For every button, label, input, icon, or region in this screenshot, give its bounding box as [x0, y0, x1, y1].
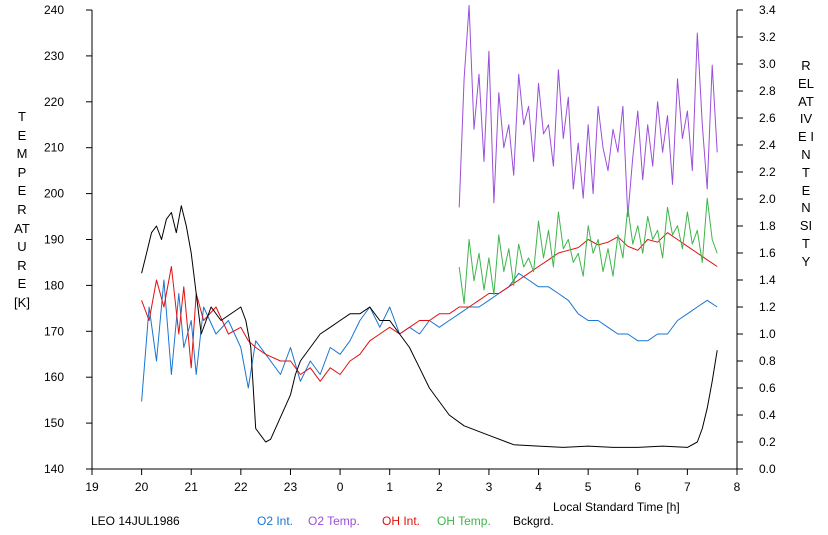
- x-tick-label: 4: [535, 480, 542, 494]
- y-left-tick-label: 230: [44, 49, 64, 63]
- left-axis-label: TEMPERATURE: [14, 109, 30, 292]
- o2-int-line: [141, 272, 718, 402]
- y-right-tick-label: 2.4: [759, 138, 776, 152]
- oh-temp-line: [458, 197, 718, 305]
- y-right-tick-label: 1.2: [759, 300, 776, 314]
- y-right-tick-label: 3.4: [759, 3, 776, 17]
- left-axis-unit: [K]: [14, 295, 30, 310]
- legend-oh-temp: OH Temp.: [437, 514, 491, 528]
- tick-labels: 19 20 21 22 23 0 1 2 3 4 5 6 7 8140150160170180190200…: [44, 3, 776, 494]
- y-right-tick-label: 0.6: [759, 381, 776, 395]
- legend-bckgrd: Bckgrd.: [513, 514, 554, 528]
- axes: [86, 9, 743, 475]
- y-left-tick-label: 200: [44, 187, 64, 201]
- o2-temp-line: [458, 4, 718, 217]
- x-tick-label: 2: [436, 480, 443, 494]
- legend-o2-int: O2 Int.: [257, 514, 294, 528]
- y-left-tick-label: 180: [44, 278, 64, 292]
- x-tick-label: 0: [337, 480, 344, 494]
- x-tick-label: 5: [585, 480, 592, 494]
- y-right-tick-label: 3.2: [759, 30, 776, 44]
- y-right-tick-label: 1.6: [759, 246, 776, 260]
- footer-title: LEO 14JUL1986: [91, 514, 180, 528]
- y-right-tick-label: 2.6: [759, 111, 776, 125]
- x-tick-label: 1: [386, 480, 393, 494]
- y-right-tick-label: 0.4: [759, 408, 776, 422]
- x-tick-label: 8: [734, 480, 741, 494]
- legend-o2-temp: O2 Temp.: [308, 514, 360, 528]
- x-tick-label: 21: [185, 480, 199, 494]
- bckgrd-line: [141, 205, 718, 448]
- y-left-tick-label: 140: [44, 462, 64, 476]
- y-right-tick-label: 1.0: [759, 327, 776, 341]
- y-right-tick-label: 0.2: [759, 435, 776, 449]
- x-tick-label: 19: [85, 480, 99, 494]
- y-left-tick-label: 150: [44, 416, 64, 430]
- legend-oh-int: OH Int.: [382, 514, 421, 528]
- x-tick-label: 3: [486, 480, 493, 494]
- y-left-tick-label: 160: [44, 370, 64, 384]
- x-tick-label: 7: [684, 480, 691, 494]
- right-axis-label: RELATIVE INTENSITY: [798, 58, 814, 269]
- x-tick-label: 20: [135, 480, 149, 494]
- y-right-tick-label: 1.4: [759, 273, 776, 287]
- y-right-tick-label: 3.0: [759, 57, 776, 71]
- oh-int-line: [141, 232, 718, 382]
- x-tick-label: 22: [234, 480, 248, 494]
- y-right-tick-label: 2.2: [759, 165, 776, 179]
- y-left-tick-label: 190: [44, 233, 64, 247]
- x-tick-label: 23: [284, 480, 298, 494]
- y-left-tick-label: 240: [44, 3, 64, 17]
- y-right-tick-label: 0.8: [759, 354, 776, 368]
- y-left-tick-label: 170: [44, 324, 64, 338]
- y-right-tick-label: 1.8: [759, 219, 776, 233]
- y-right-tick-label: 0.0: [759, 462, 776, 476]
- x-tick-label: 6: [634, 480, 641, 494]
- y-right-tick-label: 2.0: [759, 192, 776, 206]
- series-group: [141, 4, 718, 448]
- y-right-tick-label: 2.8: [759, 84, 776, 98]
- x-axis-label: Local Standard Time [h]: [553, 500, 680, 514]
- y-left-tick-label: 220: [44, 95, 64, 109]
- y-left-tick-label: 210: [44, 141, 64, 155]
